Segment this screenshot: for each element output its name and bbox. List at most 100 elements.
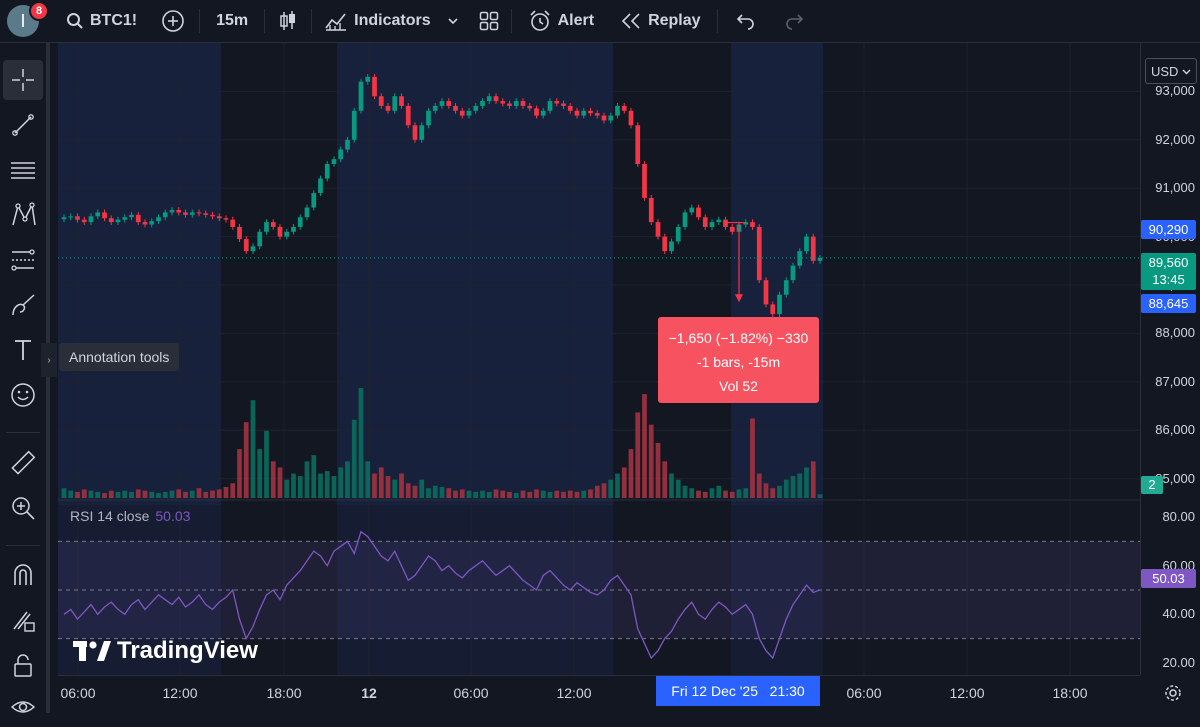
candle-body xyxy=(453,105,458,111)
brush-tool[interactable] xyxy=(3,285,43,325)
pattern-icon xyxy=(12,202,36,226)
volume-bar xyxy=(365,461,371,498)
volume-bar xyxy=(723,490,728,498)
candle-body xyxy=(304,207,310,218)
volume-bar xyxy=(615,473,620,498)
candle-body xyxy=(135,214,141,223)
currency-selector[interactable]: USD xyxy=(1145,58,1197,84)
emoji-icon xyxy=(11,383,35,407)
search-icon xyxy=(67,13,83,29)
candle-body xyxy=(500,101,506,104)
rsi-tick-label: 60.00 xyxy=(1162,557,1195,573)
candle-body xyxy=(689,207,695,213)
candle-body xyxy=(493,96,499,102)
magnet-tool[interactable] xyxy=(3,555,43,595)
candle-body xyxy=(372,76,377,97)
volume-bar xyxy=(480,490,485,498)
lock-icon xyxy=(14,654,32,677)
divider xyxy=(6,432,40,433)
alert-button[interactable]: Alert xyxy=(512,0,606,42)
text-tool[interactable] xyxy=(3,330,43,370)
lock-drawings-tool[interactable] xyxy=(3,600,43,640)
replay-button[interactable]: Replay xyxy=(606,0,716,42)
candle-body xyxy=(324,164,330,179)
candle-body xyxy=(88,216,94,223)
indicators-icon xyxy=(325,13,347,31)
measure-change: −1,650 (−1.82%) −330 xyxy=(668,330,809,346)
volume-bar xyxy=(345,461,350,498)
volume-bar xyxy=(696,490,701,498)
volume-bar xyxy=(770,488,776,498)
candle-body xyxy=(122,217,128,220)
volume-bar xyxy=(324,471,330,498)
volume-bar xyxy=(540,490,546,498)
candle-body xyxy=(513,101,519,106)
candle-body xyxy=(351,110,357,140)
pattern-tool[interactable] xyxy=(3,195,43,235)
candle-body xyxy=(277,226,283,237)
volume-bar xyxy=(527,491,533,498)
candle-body xyxy=(662,236,668,252)
time-tick-label: 12 xyxy=(361,685,377,701)
candle-body xyxy=(102,212,107,219)
candle-body xyxy=(142,222,148,225)
trend-line-tool[interactable] xyxy=(3,105,43,145)
volume-bar xyxy=(351,419,357,498)
volume-bar xyxy=(797,473,803,498)
volume-bar xyxy=(453,490,458,498)
candle-body xyxy=(183,212,188,215)
rsi-legend[interactable]: RSI 14 close 50.03 xyxy=(70,508,190,524)
candle-body xyxy=(210,214,215,217)
hide-tool[interactable] xyxy=(3,687,43,727)
candle-body xyxy=(790,265,796,281)
measure-tool[interactable] xyxy=(3,443,43,483)
crosshair-tool[interactable] xyxy=(3,60,43,100)
divider xyxy=(311,9,313,33)
zoom-tool[interactable] xyxy=(3,488,43,528)
indicators-dropdown[interactable] xyxy=(439,0,467,42)
volume-bar xyxy=(756,473,762,498)
candle-body xyxy=(405,105,411,126)
volume-bar xyxy=(135,489,141,498)
alert-label: Alert xyxy=(557,12,595,29)
candle-body xyxy=(507,103,512,106)
candle-body xyxy=(648,197,654,223)
candle-body xyxy=(588,110,593,114)
horizontal-lines-tool[interactable] xyxy=(3,150,43,190)
templates-button[interactable] xyxy=(467,0,511,42)
candle-body xyxy=(68,216,74,218)
interval-button[interactable]: 15m xyxy=(200,0,264,42)
indicators-button[interactable]: Indicators xyxy=(312,0,438,42)
volume-bar xyxy=(243,422,249,498)
price-tick-label: 87,000 xyxy=(1155,373,1195,389)
volume-bar xyxy=(439,487,445,498)
divider xyxy=(716,9,718,33)
candle-body xyxy=(297,217,303,227)
volume-bar xyxy=(156,493,161,498)
volume-bar xyxy=(783,479,789,498)
volume-bar xyxy=(392,479,398,498)
time-scale[interactable]: 06:00 12:00 18:00 12 06:00 12:00 06:00 12:00 18:… xyxy=(58,675,1140,714)
candle-body xyxy=(284,231,290,237)
volume-bar xyxy=(750,418,755,498)
expand-arrow-icon[interactable]: › xyxy=(41,343,57,377)
ruler-icon xyxy=(11,450,36,475)
settings-gear-icon[interactable] xyxy=(1163,683,1183,703)
rsi-tick-label: 20.00 xyxy=(1162,654,1195,670)
chart-type-button[interactable] xyxy=(265,0,311,42)
volume-bar xyxy=(257,449,263,498)
compare-button[interactable] xyxy=(147,0,199,42)
time-tick-label: 12:00 xyxy=(162,685,198,701)
symbol-search-button[interactable]: BTC1! xyxy=(56,0,147,42)
candle-body xyxy=(365,76,371,82)
lock-tool[interactable] xyxy=(3,645,43,685)
redo-button[interactable] xyxy=(770,0,818,42)
fib-tool[interactable] xyxy=(3,240,43,280)
undo-button[interactable] xyxy=(718,0,770,42)
drawing-toolbar xyxy=(0,43,50,713)
candle-body xyxy=(203,213,209,215)
chart-pane[interactable] xyxy=(58,43,1140,675)
volume-bar xyxy=(95,491,101,498)
candle-body xyxy=(520,101,526,106)
emoji-tool[interactable] xyxy=(3,375,43,415)
